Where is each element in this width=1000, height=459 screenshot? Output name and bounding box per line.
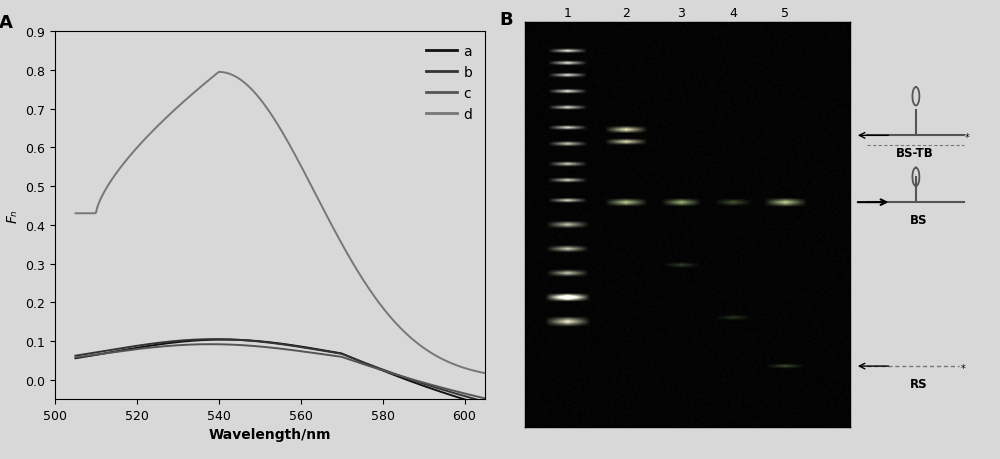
c xyxy=(203,341,215,347)
c xyxy=(368,365,380,370)
Line: b: b xyxy=(75,339,485,402)
a xyxy=(69,356,81,361)
Text: A: A xyxy=(0,14,13,32)
b xyxy=(203,337,215,342)
Text: *: * xyxy=(965,133,970,143)
d xyxy=(479,370,491,376)
a xyxy=(233,337,245,343)
d xyxy=(69,211,81,217)
Line: d: d xyxy=(75,73,485,373)
a xyxy=(368,364,380,370)
c xyxy=(479,396,491,401)
Legend: a, b, c, d: a, b, c, d xyxy=(421,39,478,127)
Text: BS-TB: BS-TB xyxy=(896,147,933,160)
a xyxy=(203,337,215,343)
Text: 3: 3 xyxy=(677,7,685,20)
d xyxy=(328,227,340,233)
Text: RS: RS xyxy=(910,377,928,390)
a xyxy=(119,347,131,353)
Text: 2: 2 xyxy=(622,7,630,20)
d xyxy=(366,291,378,297)
d xyxy=(119,160,131,165)
Line: a: a xyxy=(75,340,485,406)
Text: 4: 4 xyxy=(729,7,737,20)
d xyxy=(233,77,245,82)
c xyxy=(119,348,131,353)
d xyxy=(213,70,225,75)
Y-axis label: Fₙ: Fₙ xyxy=(6,209,20,223)
b xyxy=(479,399,491,405)
c xyxy=(328,353,340,359)
a xyxy=(328,350,340,355)
b xyxy=(209,336,221,342)
b xyxy=(119,345,131,351)
c xyxy=(366,364,378,370)
Text: 5: 5 xyxy=(781,7,789,20)
a xyxy=(366,364,378,369)
Line: c: c xyxy=(75,344,485,398)
c xyxy=(69,355,81,360)
b xyxy=(328,350,340,355)
b xyxy=(368,364,380,369)
b xyxy=(69,353,81,358)
Text: BS: BS xyxy=(910,213,928,226)
a xyxy=(217,337,229,342)
c xyxy=(233,342,245,348)
d xyxy=(368,294,380,299)
c xyxy=(205,341,217,347)
a xyxy=(479,403,491,409)
b xyxy=(366,363,378,369)
Text: 1: 1 xyxy=(563,7,571,20)
d xyxy=(203,78,215,84)
Text: *: * xyxy=(961,363,966,373)
Text: B: B xyxy=(499,11,513,29)
b xyxy=(233,337,245,343)
X-axis label: Wavelength/nm: Wavelength/nm xyxy=(209,427,331,442)
